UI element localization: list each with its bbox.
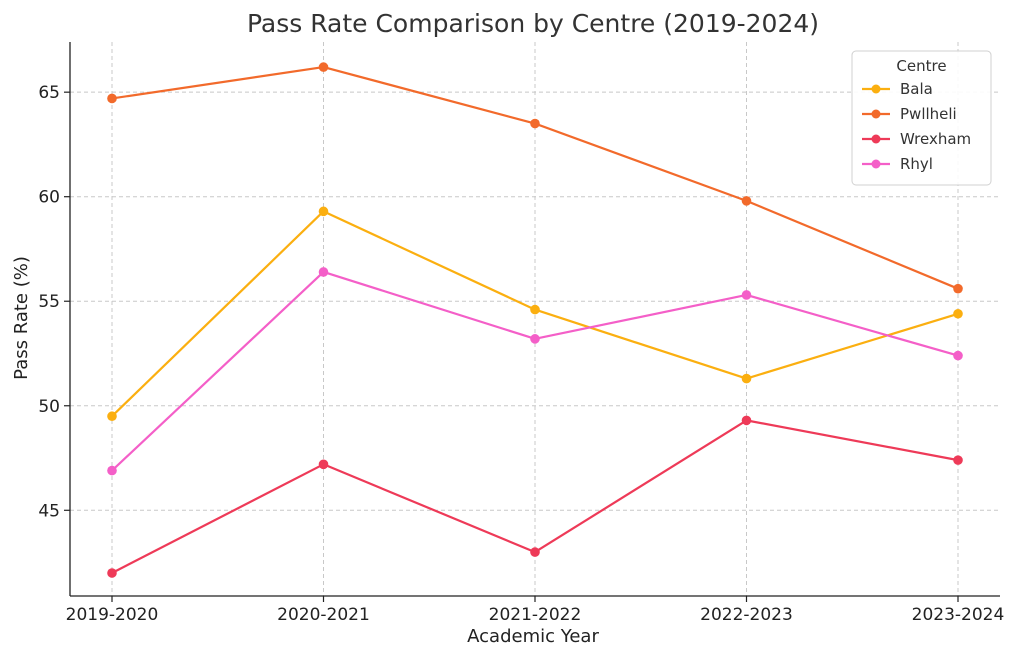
data-point-rhyl — [530, 334, 540, 344]
y-tick-label: 65 — [38, 83, 60, 103]
x-tick-label: 2022-2023 — [700, 605, 793, 625]
legend-marker-wrexham — [871, 134, 881, 144]
data-point-wrexham — [318, 459, 329, 470]
data-point-bala — [530, 304, 540, 315]
x-tick-label: 2019-2020 — [66, 605, 159, 625]
legend-label-rhyl: Rhyl — [900, 155, 933, 173]
data-point-pwllheli — [741, 196, 752, 206]
x-axis-label: Academic Year — [467, 626, 599, 647]
data-point-rhyl — [107, 465, 117, 476]
legend-marker-rhyl — [871, 159, 881, 169]
legend-label-bala: Bala — [900, 80, 933, 98]
data-point-wrexham — [530, 547, 540, 557]
y-tick-label: 55 — [38, 292, 60, 312]
axes: 2019-2020 2020-2021 2021-2022 2022-2023 2023… — [38, 42, 1004, 625]
data-point-pwllheli — [318, 62, 329, 72]
legend-marker-pwllheli — [871, 109, 881, 119]
data-point-rhyl — [953, 350, 963, 361]
data-point-wrexham — [953, 455, 963, 465]
legend-marker-bala — [871, 84, 881, 94]
legend: Centre Bala Pwllheli Wrexham Rhyl — [851, 50, 992, 186]
data-point-wrexham — [741, 415, 752, 426]
data-point-rhyl — [741, 290, 752, 300]
y-tick-label: 50 — [38, 397, 60, 417]
y-axis-label: Pass Rate (%) — [11, 256, 32, 380]
data-point-bala — [953, 308, 963, 319]
data-point-pwllheli — [107, 93, 117, 104]
data-point-pwllheli — [530, 118, 540, 129]
data-point-rhyl — [318, 267, 329, 277]
legend-label-pwllheli: Pwllheli — [900, 105, 957, 123]
legend-label-wrexham: Wrexham — [900, 130, 971, 148]
data-point-bala — [741, 373, 752, 384]
series-layer — [107, 62, 963, 578]
legend-title: Centre — [896, 57, 946, 75]
data-point-wrexham — [107, 568, 117, 578]
x-tick-label: 2020-2021 — [277, 605, 370, 625]
data-point-pwllheli — [953, 283, 963, 294]
y-tick-label: 60 — [38, 188, 60, 208]
x-tick-label: 2023-2024 — [912, 605, 1005, 625]
data-point-bala — [318, 206, 329, 217]
y-tick-label: 45 — [38, 501, 60, 521]
chart-title: Pass Rate Comparison by Centre (2019-202… — [247, 9, 819, 38]
legend-box — [851, 50, 992, 186]
x-tick-label: 2021-2022 — [489, 605, 582, 625]
gridlines — [70, 42, 1000, 596]
data-point-bala — [107, 411, 117, 422]
